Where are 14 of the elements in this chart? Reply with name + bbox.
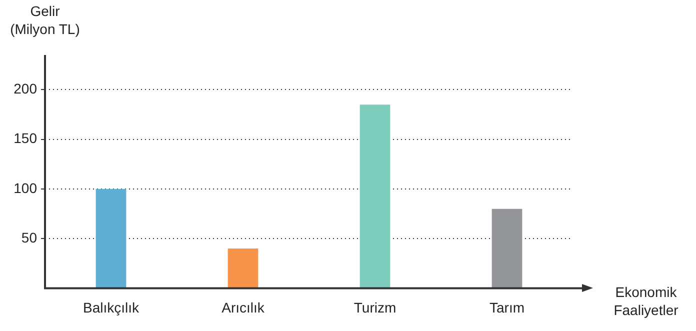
x-tick-label: Arıcılık	[222, 299, 266, 316]
x-tick-label: Tarım	[490, 299, 524, 316]
y-tick-label: 150	[14, 130, 38, 146]
y-tick-label: 50	[21, 229, 38, 246]
bar	[96, 188, 126, 288]
y-tick-label: 200	[14, 80, 38, 97]
bar	[492, 208, 522, 288]
y-axis-title: Gelir (Milyon TL)	[9, 2, 81, 38]
x-axis-title: Ekonomik Faaliyetler	[612, 283, 680, 319]
x-tick-label: Turizm	[354, 299, 396, 316]
bar	[228, 248, 258, 288]
x-tick-label: Balıkçılık	[82, 299, 140, 316]
y-tick-label: 100	[14, 180, 38, 196]
bar	[360, 104, 390, 288]
